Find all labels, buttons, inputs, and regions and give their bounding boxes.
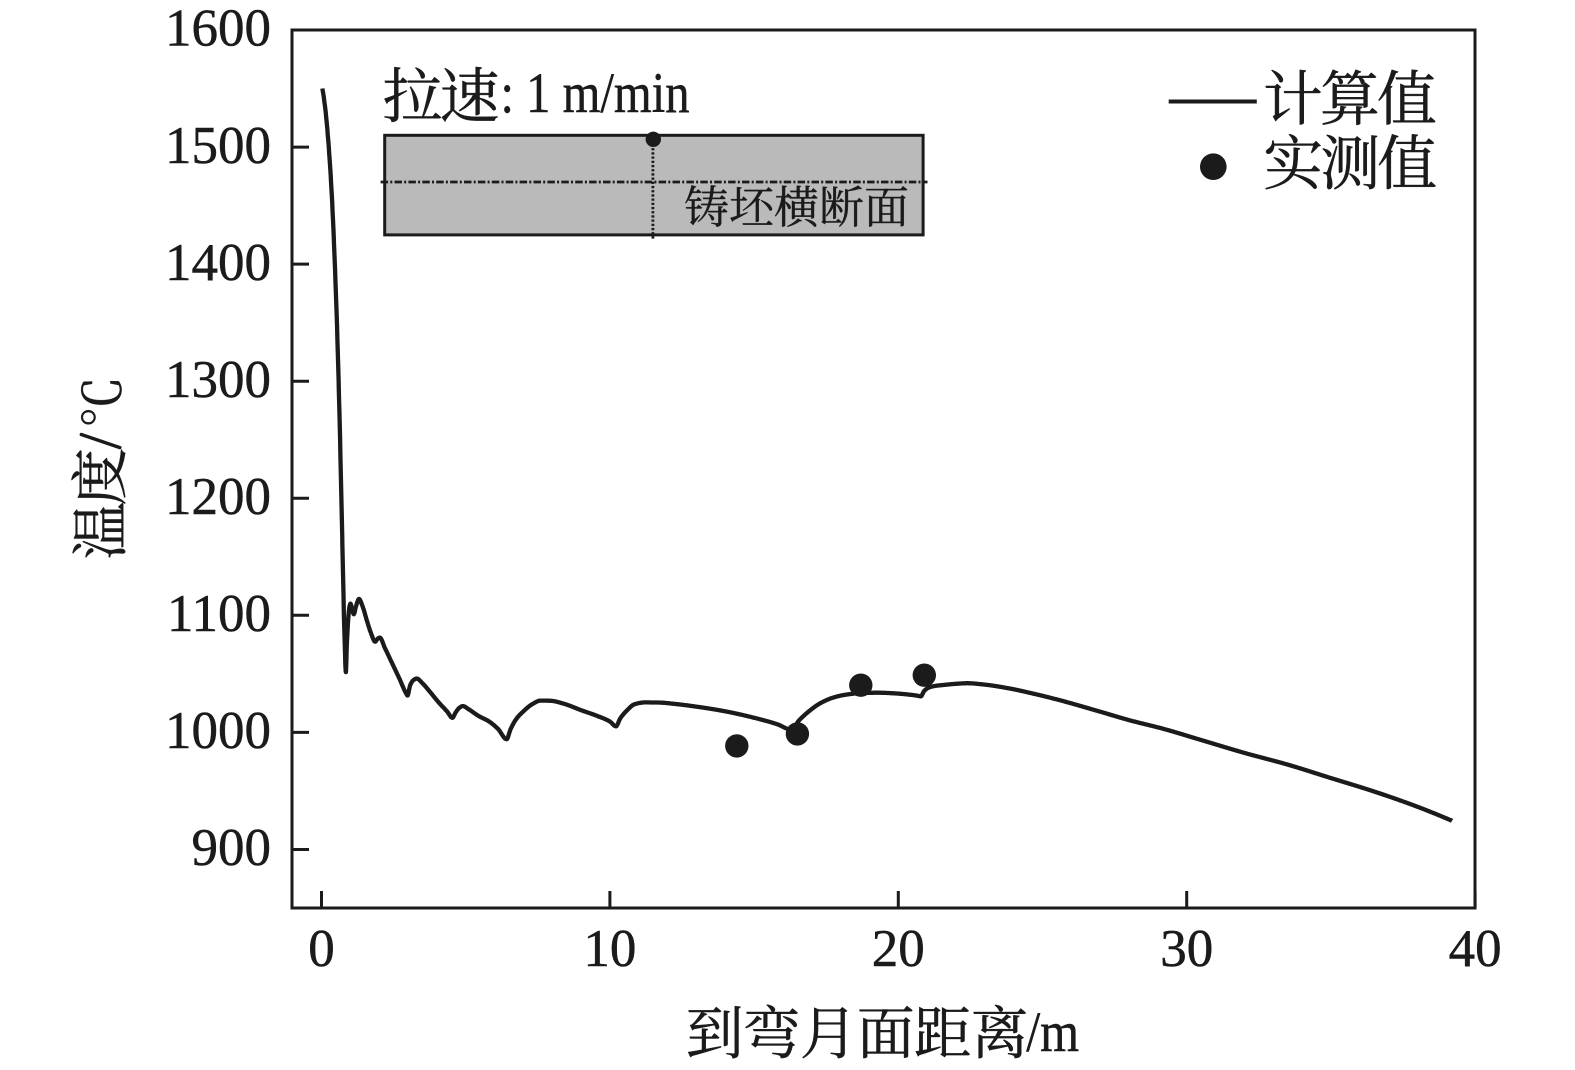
- svg-text:1100: 1100: [167, 585, 271, 643]
- svg-text:10: 10: [583, 920, 636, 978]
- svg-text:1500: 1500: [165, 117, 271, 175]
- svg-text:1000: 1000: [165, 702, 271, 760]
- svg-text:1600: 1600: [165, 0, 271, 58]
- svg-text:40: 40: [1449, 920, 1502, 978]
- svg-text:1200: 1200: [165, 468, 271, 526]
- svg-text:: 1 m/min: : 1 m/min: [501, 62, 690, 125]
- svg-text:1300: 1300: [165, 351, 271, 409]
- svg-text:/m: /m: [1026, 1001, 1079, 1064]
- svg-text:30: 30: [1160, 920, 1213, 978]
- svg-text:900: 900: [192, 819, 272, 877]
- svg-text:0: 0: [308, 920, 335, 978]
- svg-text:20: 20: [872, 920, 925, 978]
- svg-text:1400: 1400: [165, 234, 271, 292]
